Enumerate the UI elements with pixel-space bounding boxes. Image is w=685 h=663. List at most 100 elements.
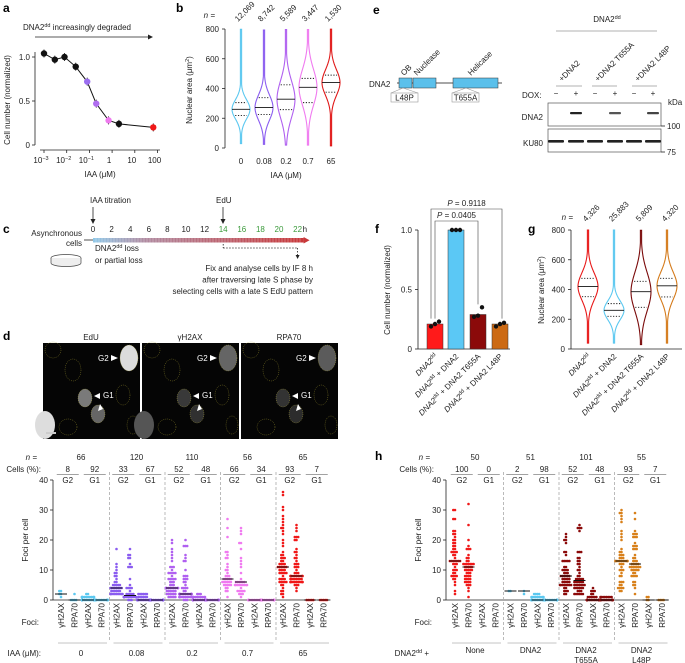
p-value-label-part: P [437,211,443,220]
mutation-connector [390,87,419,94]
ku80-band [587,140,603,143]
dna2-loss-label-part: dd [116,244,122,250]
foci-dot [633,592,637,596]
ob-domain [398,77,413,89]
degradation-annotation-part: DNA2 [23,23,45,32]
foci-dot [621,562,625,566]
cell-outline [324,415,338,435]
g1-nucleus [77,388,93,408]
foci-dot [125,586,128,590]
foci-dot [281,514,285,518]
foci-dot [573,586,576,590]
foci-dot [581,577,585,581]
micrograph-2: G2 G1 [241,341,338,439]
group-name: 0.7 [242,649,254,658]
foci-dot [134,595,138,599]
foci-dot [300,577,303,581]
x-tick-label: 100 [148,156,162,165]
fix-analyse-text: after traversing late S phase by [202,276,313,285]
foci-dot [635,535,638,539]
phase-label: G1 [89,476,100,485]
foci-dot [238,541,241,545]
group-name: T655A [574,656,598,663]
foci-dot [285,571,288,575]
foci-dot [620,547,623,551]
foci-column-label: RPA70 [71,602,80,627]
foci-dot [576,574,580,578]
foci-dot [170,550,174,554]
foci-dot [467,544,470,548]
foci-dot [579,526,583,530]
foci-column-label: γH2AX [534,602,543,628]
foci-dot [620,538,623,542]
foci-dot [280,583,283,587]
foci-dot [455,562,459,566]
foci-dot [568,577,571,581]
foci-dot [452,568,455,572]
foci-dot [581,586,585,590]
cells-percent: 7 [315,465,320,474]
panel-label-f: f [375,222,380,236]
y-tick-label: 1.0 [19,53,31,62]
phase-label: G2 [284,476,295,485]
micrograph-image [241,343,338,439]
foci-dot [295,568,298,572]
cells-label: Cells (%): [399,465,434,474]
foci-dot [618,511,622,515]
violin-shape [231,28,251,145]
y-tick-label: 20 [39,536,48,545]
violin-shape [298,29,318,146]
y-axis-label: Foci per cell [414,518,423,561]
foci-column-label: RPA70 [603,602,612,627]
dox-sign: + [613,89,618,98]
foci-dot [85,592,88,596]
n-value: 3,447 [300,3,321,24]
foci-dot [293,565,297,569]
foci-dot [239,532,243,536]
foci-dot [578,571,581,575]
g1-nucleus [288,404,304,424]
foci-dot [110,589,113,593]
foci-dot [170,547,174,551]
replicate-point [432,321,438,327]
foci-dot [453,556,457,560]
x-tick-label-part: dd [582,352,591,361]
p-value-label-part: P [447,199,453,208]
arrowhead-icon [296,404,301,411]
foci-dot [185,577,189,581]
x-tick-label: 10−1 [79,156,94,165]
cells-percent: 66 [230,465,239,474]
foci-dot [633,553,637,557]
foci-dot [566,589,569,593]
x-tick-label-part: dd [457,388,466,397]
foci-dot [576,559,580,563]
foci-dot [467,523,470,527]
foci-dot [182,598,186,602]
foci-column-label: RPA70 [293,602,302,627]
foci-dot [278,577,281,581]
foci-dot [576,568,580,572]
domain-label: OB [399,63,414,78]
group-n: 56 [243,453,252,462]
foci-dot [165,592,169,596]
foci-dot [467,586,470,590]
foci-dot [281,574,285,578]
x-tick-label: 0 [239,157,244,166]
fix-analyse-text: selecting cells with a late S EdU patter… [172,287,313,296]
significance-bracket [430,208,503,319]
cells-percent: 7 [653,465,658,474]
group-title-part: dd [416,649,422,655]
foci-dot [185,598,189,602]
foci-dot [630,568,633,572]
foci-column-label: RPA70 [126,602,135,627]
arrow-down-icon [220,219,226,224]
foci-column-label: RPA70 [520,602,529,627]
foci-dot [184,553,187,557]
foci-dot [293,571,297,575]
cell-outline [262,358,280,382]
n-label: n = [204,11,216,20]
x-tick-label-part: 10 [33,156,42,165]
foci-dot [184,538,187,542]
replicate-point [453,227,459,233]
